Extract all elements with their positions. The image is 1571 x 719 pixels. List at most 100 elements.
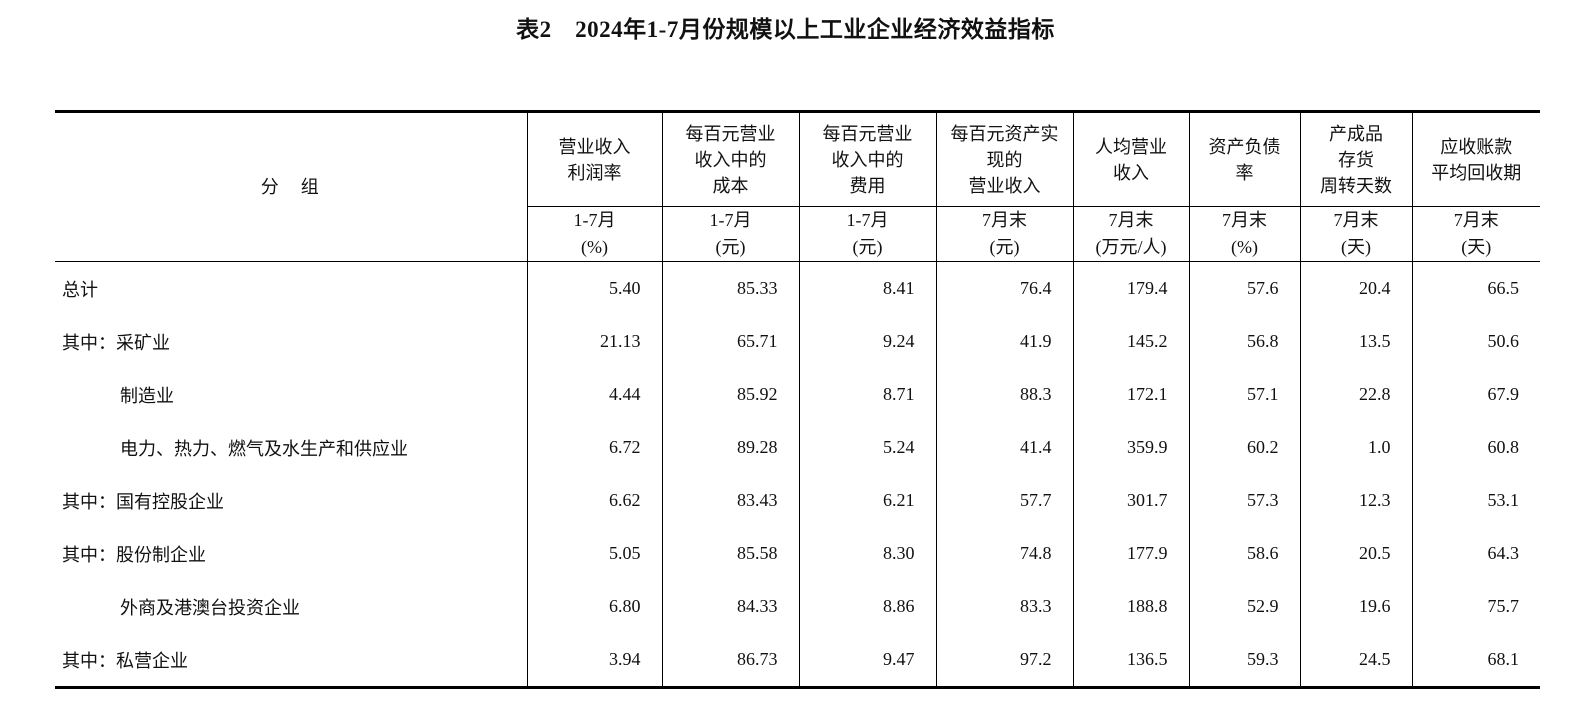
header-line: 人均营业 xyxy=(1095,136,1167,157)
cell-value: 41.4 xyxy=(935,421,1073,474)
cell-value: 24.5 xyxy=(1299,633,1412,688)
header-line: 利润率 xyxy=(567,162,622,183)
data-row: 总计 5.40 85.33 8.41 76.4 179.4 57.6 20.4 66.5 xyxy=(55,261,1540,315)
cell-value: 68.1 xyxy=(1411,633,1540,688)
cell-value: 85.33 xyxy=(661,261,799,315)
cell-value: 86.73 xyxy=(661,633,799,688)
column-header: 应收账款 平均回收期 xyxy=(1411,111,1540,207)
cell-value: 8.41 xyxy=(798,261,936,315)
group-header-text: 分 组 xyxy=(260,177,321,197)
cell-value: 19.6 xyxy=(1299,580,1412,633)
cell-value: 5.05 xyxy=(526,527,662,580)
data-row: 电力、热力、燃气及水生产和供应业 6.72 89.28 5.24 41.4 359.9 60… xyxy=(55,421,1540,474)
data-table: 分 组营业收入 利润率 每百元营业 收入中的 成本 每百元营业 收入中的 费用 每百元资产实 现的… xyxy=(55,110,1540,689)
column-unit: 1-7月 (%) xyxy=(526,206,662,262)
cell-value: 20.4 xyxy=(1299,261,1412,315)
period: 7月末 xyxy=(982,210,1027,230)
unit: (万元/人) xyxy=(1095,237,1167,257)
row-label: 电力、热力、燃气及水生产和供应业 xyxy=(120,438,408,459)
cell-value: 6.21 xyxy=(798,474,936,527)
data-row: 其中：私营企业 3.94 86.73 9.47 97.2 136.5 59.3 24.5 68.… xyxy=(55,633,1540,688)
cell-value: 76.4 xyxy=(935,261,1073,315)
group-header: 分 组 xyxy=(55,111,527,262)
cell-value: 41.9 xyxy=(935,315,1073,368)
column-unit: 7月末 (天) xyxy=(1411,206,1540,262)
cell-value: 89.28 xyxy=(661,421,799,474)
cell-value: 97.2 xyxy=(935,633,1073,688)
period: 7月末 xyxy=(1222,210,1267,230)
column-header: 每百元营业 收入中的 费用 xyxy=(798,111,936,207)
cell-value: 58.6 xyxy=(1188,527,1300,580)
cell-value: 56.8 xyxy=(1188,315,1300,368)
column-header: 产成品 存货 周转天数 xyxy=(1299,111,1412,207)
cell-value: 65.71 xyxy=(661,315,799,368)
data-row: 其中：国有控股企业 6.62 83.43 6.21 57.7 301.7 57.3 12.3 5… xyxy=(55,474,1540,527)
unit: (元) xyxy=(852,237,883,257)
period: 7月末 xyxy=(1333,210,1379,230)
row-label: 其中：私营企业 xyxy=(62,650,188,671)
header-line: 现的 xyxy=(986,149,1023,170)
cell-value: 22.8 xyxy=(1299,368,1412,421)
column-unit: 1-7月 (元) xyxy=(661,206,799,262)
cell-value: 145.2 xyxy=(1072,315,1189,368)
header-line: 应收账款 xyxy=(1440,136,1513,157)
period: 1-7月 xyxy=(709,210,752,230)
header-line: 资产负债 xyxy=(1208,136,1281,157)
data-row: 其中：采矿业 21.13 65.71 9.24 41.9 145.2 56.8 13.5 50.… xyxy=(55,315,1540,368)
cell-value: 13.5 xyxy=(1299,315,1412,368)
header-line: 周转天数 xyxy=(1320,175,1392,196)
header-line: 营业收入 xyxy=(558,136,631,157)
cell-value: 6.80 xyxy=(526,580,662,633)
cell-value: 57.3 xyxy=(1188,474,1300,527)
cell-value: 359.9 xyxy=(1072,421,1189,474)
cell-value: 83.3 xyxy=(935,580,1073,633)
unit: (%) xyxy=(1231,237,1258,257)
row-label: 其中：采矿业 xyxy=(62,332,170,353)
unit: (元) xyxy=(989,237,1020,257)
cell-value: 177.9 xyxy=(1072,527,1189,580)
period: 1-7月 xyxy=(573,210,616,230)
cell-value: 179.4 xyxy=(1072,261,1189,315)
column-header: 每百元资产实 现的营业收入 xyxy=(935,111,1073,207)
row-label: 其中：国有控股企业 xyxy=(62,491,224,512)
period: 7月末 xyxy=(1453,210,1499,230)
cell-value: 136.5 xyxy=(1072,633,1189,688)
unit: (元) xyxy=(715,237,746,257)
column-unit: 7月末 (万元/人) xyxy=(1072,206,1189,262)
cell-value: 8.30 xyxy=(798,527,936,580)
cell-value: 21.13 xyxy=(526,315,662,368)
header-line: 产成品 xyxy=(1329,123,1383,144)
header-line: 每百元资产实 xyxy=(950,123,1059,144)
column-header: 每百元营业 收入中的 成本 xyxy=(661,111,799,207)
cell-value: 172.1 xyxy=(1072,368,1189,421)
column-unit: 7月末 (%) xyxy=(1188,206,1300,262)
cell-value: 57.7 xyxy=(935,474,1073,527)
cell-value: 60.8 xyxy=(1411,421,1540,474)
cell-value: 6.62 xyxy=(526,474,662,527)
header-line: 营业收入 xyxy=(968,175,1041,196)
row-label: 总计 xyxy=(62,279,98,300)
column-header: 营业收入 利润率 xyxy=(526,111,662,207)
cell-value: 57.6 xyxy=(1188,261,1300,315)
cell-value: 64.3 xyxy=(1411,527,1540,580)
header-line: 平均回收期 xyxy=(1431,162,1522,183)
header-line: 成本 xyxy=(712,175,749,196)
column-unit: 7月末 (天) xyxy=(1299,206,1412,262)
cell-value: 85.58 xyxy=(661,527,799,580)
data-row: 外商及港澳台投资企业 6.80 84.33 8.86 83.3 188.8 52.9 19.6… xyxy=(55,580,1540,633)
header-line: 收入中的 xyxy=(831,149,904,170)
cell-value: 5.40 xyxy=(526,261,662,315)
header-row: 分 组营业收入 利润率 每百元营业 收入中的 成本 每百元营业 收入中的 费用 每百元资产实 现的… xyxy=(55,111,1540,262)
column-header: 人均营业 收入 xyxy=(1072,111,1189,207)
row-label: 制造业 xyxy=(120,385,174,406)
cell-value: 52.9 xyxy=(1188,580,1300,633)
cell-value: 5.24 xyxy=(798,421,936,474)
header-line: 率 xyxy=(1235,162,1254,183)
cell-value: 88.3 xyxy=(935,368,1073,421)
period: 1-7月 xyxy=(846,210,889,230)
row-label: 其中：股份制企业 xyxy=(62,544,206,565)
cell-value: 57.1 xyxy=(1188,368,1300,421)
cell-value: 85.92 xyxy=(661,368,799,421)
unit: (天) xyxy=(1341,237,1371,257)
